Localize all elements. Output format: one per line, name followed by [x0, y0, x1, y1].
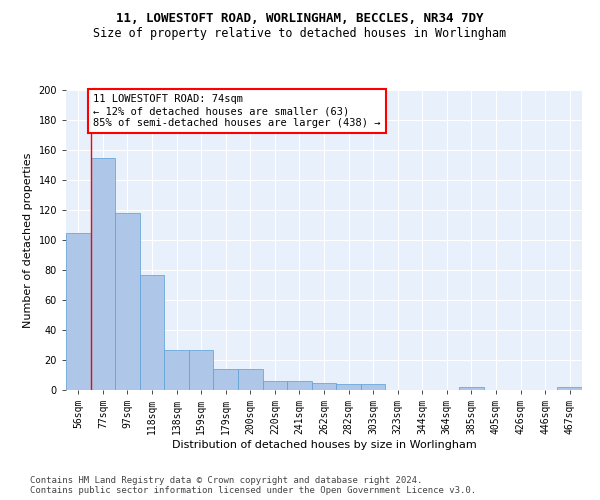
Bar: [164, 350, 189, 390]
Bar: [115, 213, 140, 390]
Text: Contains HM Land Registry data © Crown copyright and database right 2024.
Contai: Contains HM Land Registry data © Crown c…: [30, 476, 476, 495]
Bar: [263, 381, 287, 390]
Bar: [189, 350, 214, 390]
Bar: [336, 384, 361, 390]
Bar: [361, 384, 385, 390]
Bar: [459, 387, 484, 390]
Text: 11 LOWESTOFT ROAD: 74sqm
← 12% of detached houses are smaller (63)
85% of semi-d: 11 LOWESTOFT ROAD: 74sqm ← 12% of detach…: [93, 94, 380, 128]
X-axis label: Distribution of detached houses by size in Worlingham: Distribution of detached houses by size …: [172, 440, 476, 450]
Bar: [312, 382, 336, 390]
Bar: [91, 158, 115, 390]
Text: Size of property relative to detached houses in Worlingham: Size of property relative to detached ho…: [94, 28, 506, 40]
Text: 11, LOWESTOFT ROAD, WORLINGHAM, BECCLES, NR34 7DY: 11, LOWESTOFT ROAD, WORLINGHAM, BECCLES,…: [116, 12, 484, 26]
Bar: [287, 381, 312, 390]
Bar: [66, 232, 91, 390]
Bar: [557, 387, 582, 390]
Bar: [214, 369, 238, 390]
Bar: [140, 274, 164, 390]
Y-axis label: Number of detached properties: Number of detached properties: [23, 152, 33, 328]
Bar: [238, 369, 263, 390]
